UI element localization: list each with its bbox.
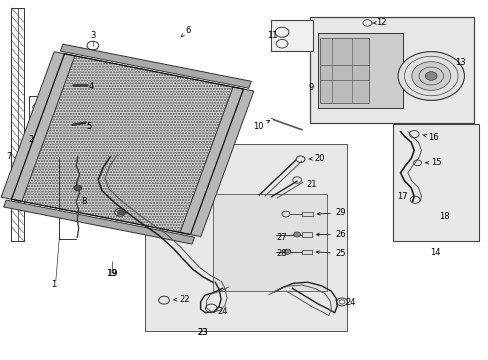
Bar (271, 21, 312, 51)
Bar (29, 96, 48, 137)
Text: 2: 2 (28, 135, 34, 144)
Circle shape (425, 72, 436, 80)
Polygon shape (180, 87, 253, 237)
Polygon shape (11, 54, 243, 234)
Circle shape (284, 249, 290, 254)
Text: 10: 10 (252, 121, 269, 131)
Bar (302, 249, 311, 254)
Text: 29: 29 (317, 208, 346, 217)
Text: 15: 15 (425, 158, 441, 167)
Text: 1: 1 (51, 280, 56, 289)
Text: 16: 16 (422, 133, 438, 142)
Bar (310, 17, 473, 123)
Bar (302, 212, 312, 216)
Text: 25: 25 (316, 249, 346, 258)
Text: 19: 19 (106, 269, 117, 278)
Text: 26: 26 (316, 230, 346, 239)
Text: 8: 8 (81, 197, 86, 206)
Text: 22: 22 (174, 294, 190, 303)
Text: 19: 19 (105, 269, 116, 278)
Bar (144, 144, 346, 330)
Text: 23: 23 (197, 328, 208, 337)
Circle shape (74, 185, 81, 191)
Bar (392, 125, 478, 241)
Text: 12: 12 (372, 18, 386, 27)
Text: 24: 24 (217, 307, 228, 316)
Text: 23: 23 (197, 328, 208, 337)
Circle shape (411, 62, 450, 90)
Text: 6: 6 (181, 26, 191, 37)
Text: 21: 21 (306, 180, 316, 189)
Text: 5: 5 (87, 122, 92, 131)
Text: 3: 3 (90, 31, 95, 40)
Text: 11: 11 (266, 31, 277, 40)
Polygon shape (3, 200, 194, 244)
Text: 13: 13 (454, 58, 465, 67)
Text: 24: 24 (345, 298, 355, 307)
Bar (11, 8, 23, 241)
Text: 20: 20 (308, 154, 324, 163)
Bar (302, 232, 311, 237)
Circle shape (293, 232, 300, 237)
Bar (317, 33, 402, 108)
Text: 27: 27 (276, 233, 286, 242)
Text: 9: 9 (307, 83, 313, 92)
Circle shape (397, 51, 464, 100)
Circle shape (118, 210, 124, 215)
Text: 18: 18 (438, 212, 449, 221)
Polygon shape (1, 52, 75, 201)
Polygon shape (61, 44, 251, 88)
Text: 17: 17 (396, 192, 407, 201)
Text: 7: 7 (6, 152, 11, 161)
Text: 28: 28 (276, 249, 286, 258)
Text: 4: 4 (88, 82, 93, 91)
Bar (212, 194, 327, 291)
Bar (320, 39, 368, 103)
Text: 14: 14 (429, 248, 440, 257)
